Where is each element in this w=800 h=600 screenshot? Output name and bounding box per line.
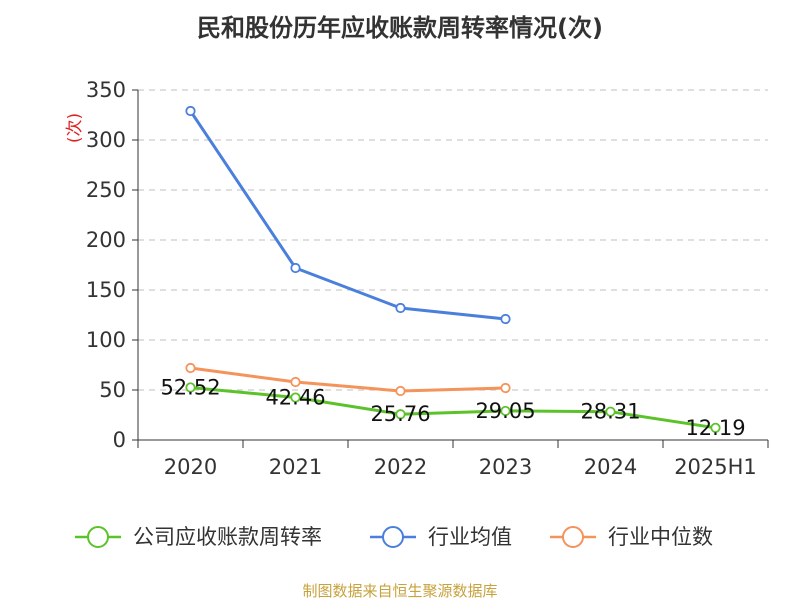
y-tick-label: 200 (86, 228, 126, 252)
axes: 0 50 100 150 200 250 300 350 2020 2021 2022 2023 202… (86, 78, 769, 479)
data-label: 12.19 (685, 416, 745, 440)
grid (138, 89, 768, 391)
y-tick-label: 100 (86, 328, 126, 352)
data-point[interactable] (290, 392, 301, 403)
y-tick-label: 250 (86, 178, 126, 202)
y-tick-label: 350 (86, 78, 126, 102)
data-point[interactable] (395, 302, 406, 314)
y-tick-label: 50 (99, 378, 126, 402)
data-point[interactable] (500, 382, 511, 394)
x-tick-label: 2024 (584, 455, 637, 479)
data-point[interactable] (605, 406, 616, 417)
series-1 (185, 105, 511, 325)
x-tick-label: 2020 (164, 455, 217, 479)
data-point[interactable] (290, 262, 301, 274)
data-point[interactable] (185, 362, 196, 374)
series-line (190, 386, 716, 430)
data-label: 42.46 (265, 386, 325, 410)
data-point[interactable] (710, 422, 721, 433)
series-line (190, 366, 506, 393)
legend-marker (562, 526, 584, 548)
series-0 (185, 382, 721, 433)
data-point[interactable] (395, 385, 406, 397)
legend-item[interactable]: 公司应收账款周转率 (75, 525, 322, 549)
series-layer (185, 105, 721, 433)
legend-item[interactable]: 行业均值 (370, 525, 512, 549)
chart-title: 民和股份历年应收账款周转率情况(次) (197, 14, 603, 42)
legend-item[interactable]: 行业中位数 (550, 525, 713, 549)
y-tick-label: 150 (86, 278, 126, 302)
data-label: 28.31 (580, 400, 640, 424)
y-axis-label: (次) (65, 113, 85, 143)
data-label: 25.76 (370, 402, 430, 426)
legend: 公司应收账款周转率 行业均值 行业中位数 (75, 525, 713, 549)
legend-label: 行业均值 (428, 525, 512, 549)
series-2 (185, 362, 511, 397)
y-tick-label: 300 (86, 128, 126, 152)
data-point[interactable] (185, 382, 196, 393)
data-label: 29.05 (475, 399, 535, 423)
data-point[interactable] (290, 376, 301, 388)
data-point[interactable] (500, 313, 511, 325)
series-line (189, 110, 506, 321)
data-point[interactable] (185, 105, 196, 117)
legend-marker (382, 526, 404, 548)
legend-marker (87, 526, 109, 548)
data-labels: 52.52 42.46 25.76 29.05 28.31 12.19 (160, 375, 745, 439)
source-note: 制图数据来自恒生聚源数据库 (302, 582, 497, 600)
x-tick-label: 2022 (374, 455, 427, 479)
x-tick-label: 2023 (479, 455, 532, 479)
x-tick-label: 2021 (269, 455, 322, 479)
legend-label: 行业中位数 (608, 525, 713, 549)
legend-label: 公司应收账款周转率 (133, 525, 322, 549)
y-tick-label: 0 (113, 428, 126, 452)
data-label: 52.52 (160, 375, 220, 399)
x-tick-label: 2025H1 (674, 455, 757, 479)
data-point[interactable] (395, 409, 406, 420)
data-point[interactable] (500, 405, 511, 417)
